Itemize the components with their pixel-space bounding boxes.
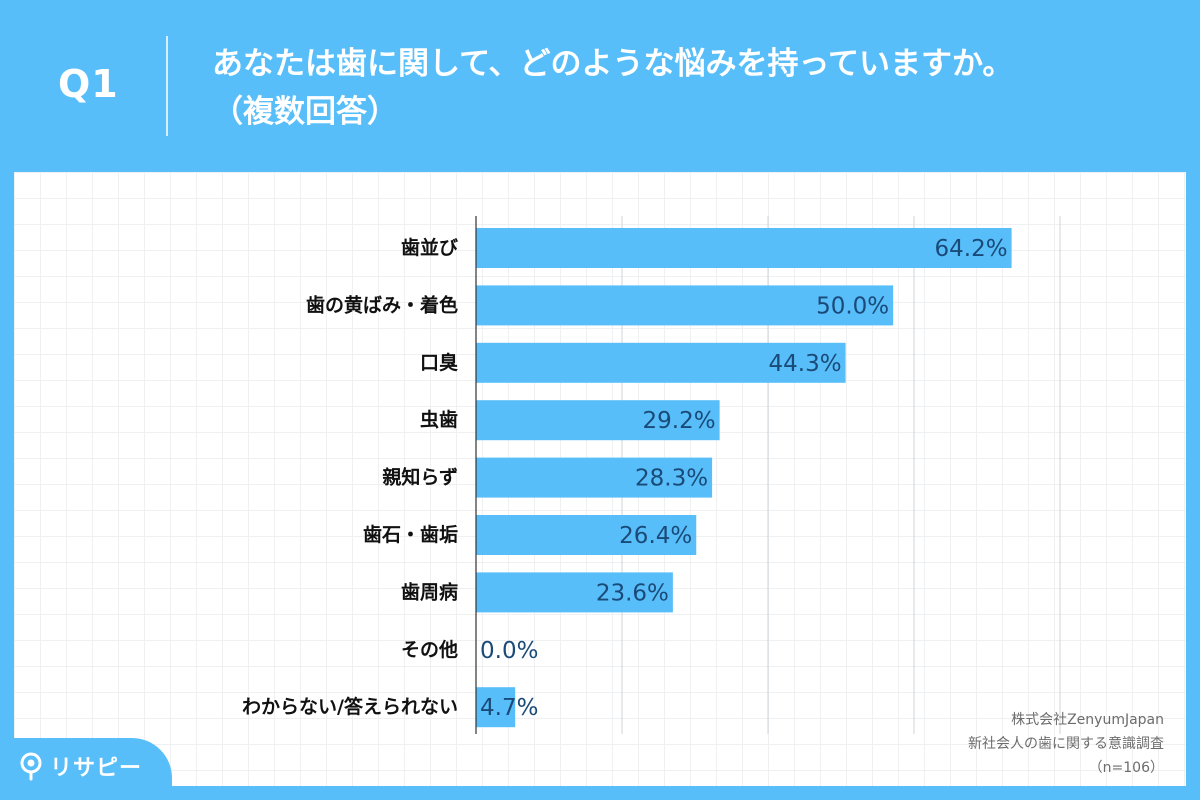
category-label-5: 歯石・歯垢 [363, 523, 458, 546]
category-label-7: その他 [401, 638, 458, 661]
value-label-0: 64.2% [935, 236, 1008, 262]
category-label-4: 親知らず [382, 466, 458, 489]
footnote-survey: 新社会人の歯に関する意識調査 [968, 736, 1164, 752]
value-label-2: 44.3% [769, 351, 842, 377]
chart-panel: 歯並び 64.2% 歯の黄ばみ・着色 50.0% 口臭 44.3% 虫歯 29.2% 親知らず 2… [14, 172, 1186, 786]
header-divider [166, 36, 168, 136]
category-label-2: 口臭 [420, 351, 458, 374]
footnote-sample: （n=106） [1088, 760, 1164, 776]
question-number: Q1 [58, 62, 119, 106]
bar-0 [476, 228, 1012, 268]
bar-8 [476, 687, 516, 728]
logo-tab [0, 738, 172, 800]
value-label-8: 4.7% [480, 695, 538, 721]
bar-2 [476, 342, 846, 383]
bar-4 [476, 457, 713, 498]
bar-6 [476, 572, 673, 613]
value-label-1: 50.0% [816, 293, 889, 319]
bar-5 [476, 515, 697, 555]
footnote-company: 株式会社ZenyumJapan [1011, 712, 1164, 728]
value-label-4: 28.3% [635, 466, 708, 492]
category-label-0: 歯並び [401, 236, 458, 259]
question-title: あなたは歯に関して、どのような悩みを持っていますか。 （複数回答） [212, 40, 1172, 136]
question-title-line1: あなたは歯に関して、どのような悩みを持っていますか。 [212, 46, 1014, 82]
bar-3 [476, 400, 720, 441]
category-label-1: 歯の黄ばみ・着色 [306, 293, 458, 316]
bar-1 [476, 285, 894, 326]
value-label-6: 23.6% [596, 580, 669, 606]
category-label-3: 虫歯 [420, 408, 458, 431]
category-label-6: 歯周病 [401, 580, 458, 603]
value-label-5: 26.4% [619, 523, 692, 549]
brand-logo: リサピー [18, 750, 142, 782]
header: Q1 あなたは歯に関して、どのような悩みを持っていますか。 （複数回答） [0, 0, 1200, 170]
value-label-3: 29.2% [643, 408, 716, 434]
logo-text: リサピー [50, 756, 143, 781]
question-title-line2: （複数回答） [212, 94, 398, 130]
footnote: 株式会社ZenyumJapan 新社会人の歯に関する意識調査 （n=106） [968, 708, 1164, 780]
map-pin-icon [20, 752, 42, 781]
value-label-7: 0.0% [480, 638, 538, 664]
category-label-8: わからない/答えられない [242, 695, 458, 718]
bar-chart: 歯並び 64.2% 歯の黄ばみ・着色 50.0% 口臭 44.3% 虫歯 29.2% 親知らず 2… [242, 216, 1061, 734]
